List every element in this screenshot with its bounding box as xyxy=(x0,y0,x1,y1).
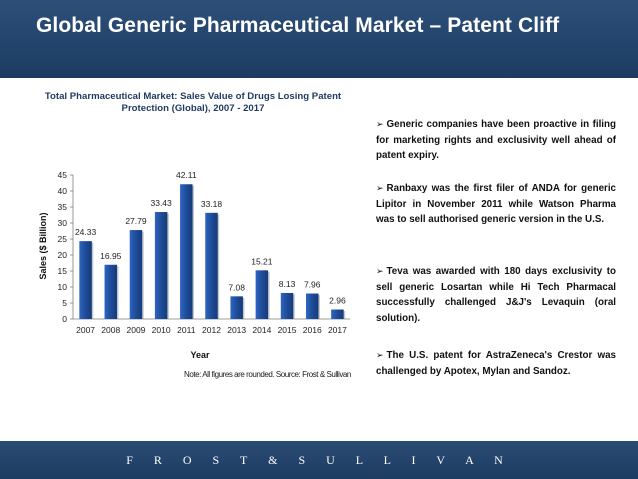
x-axis-title: Year xyxy=(190,350,210,360)
bar-2008 xyxy=(104,264,118,319)
x-tick-label: 2013 xyxy=(227,325,246,335)
chart-note: Note: All figures are rounded. Source: F… xyxy=(184,370,351,379)
y-axis-title: Sales ($ Billion) xyxy=(38,212,48,279)
x-tick-label: 2011 xyxy=(177,325,196,335)
data-label: 2.96 xyxy=(329,296,346,306)
bar-2012 xyxy=(205,212,218,319)
x-tick-label: 2016 xyxy=(303,325,322,335)
x-tick-label: 2008 xyxy=(101,325,120,335)
x-tick-label: 2014 xyxy=(252,325,271,335)
x-tick-label: 2007 xyxy=(76,325,95,335)
x-tick-label: 2012 xyxy=(202,325,221,335)
bar-2009 xyxy=(129,230,143,319)
y-tick-label: 25 xyxy=(58,234,68,244)
bar-2010 xyxy=(154,212,168,319)
data-label: 7.08 xyxy=(228,282,245,292)
y-tick-label: 0 xyxy=(62,314,67,324)
chart-title: Total Pharmaceutical Market: Sales Value… xyxy=(28,91,358,115)
bullet-text: Teva was awarded with 180 days exclusivi… xyxy=(376,266,616,324)
bullet-text: The U.S. patent for AstraZeneca's Cresto… xyxy=(376,350,616,377)
bullet-text: Generic companies have been proactive in… xyxy=(376,119,616,162)
header-bar: Global Generic Pharmaceutical Market – P… xyxy=(0,0,638,78)
data-label: 33.18 xyxy=(201,199,223,209)
chart-title-line-1: Total Pharmaceutical Market: Sales Value… xyxy=(44,91,342,102)
bullet-item-2: ➢ Ranbaxy was the first filer of ANDA for… xyxy=(376,181,616,228)
bar-2011 xyxy=(180,184,193,319)
bar-2007 xyxy=(79,241,92,319)
y-tick-label: 35 xyxy=(58,202,68,212)
arrow-bullet-icon: ➢ xyxy=(376,119,384,129)
bullet-item-3: ➢ Teva was awarded with 180 days exclusiv… xyxy=(376,264,616,326)
data-label: 33.43 xyxy=(150,198,172,208)
x-tick-label: 2009 xyxy=(126,325,145,335)
x-tick-label: 2010 xyxy=(152,325,171,335)
y-tick-label: 5 xyxy=(62,298,67,308)
y-tick-label: 40 xyxy=(58,186,68,196)
y-tick-label: 10 xyxy=(58,282,68,292)
bar-2017 xyxy=(331,309,344,319)
data-label: 24.33 xyxy=(75,227,97,237)
data-label: 7.96 xyxy=(304,280,321,290)
data-label: 15.21 xyxy=(251,256,273,266)
data-label: 42.11 xyxy=(176,170,197,180)
y-tick-label: 45 xyxy=(58,170,68,180)
footer-bar xyxy=(0,441,638,479)
bar-2016 xyxy=(305,293,319,319)
footer-brand-logo: F R O S T & S U L L I V A N xyxy=(126,453,512,467)
x-tick-label: 2015 xyxy=(278,325,297,335)
data-label: 16.95 xyxy=(100,251,122,261)
x-tick-label: 2017 xyxy=(328,325,347,335)
bullet-item-4: ➢ The U.S. patent for AstraZeneca's Crest… xyxy=(376,348,616,379)
y-tick-label: 20 xyxy=(58,250,68,260)
arrow-bullet-icon: ➢ xyxy=(376,183,384,193)
data-label: 27.79 xyxy=(125,216,147,226)
arrow-bullet-icon: ➢ xyxy=(376,350,384,360)
data-label: 8.13 xyxy=(279,279,296,289)
bullet-text: Ranbaxy was the first filer of ANDA for … xyxy=(376,183,616,226)
arrow-bullet-icon: ➢ xyxy=(376,266,384,276)
bar-2013 xyxy=(230,296,243,319)
bullet-item-1: ➢ Generic companies have been proactive i… xyxy=(376,117,616,164)
page-title: Global Generic Pharmaceutical Market – P… xyxy=(36,14,560,37)
chart-title-line-2: Protection (Global), 2007 - 2017 xyxy=(121,103,265,114)
bar-2015 xyxy=(280,292,294,319)
bar-2014 xyxy=(255,270,269,319)
y-tick-label: 15 xyxy=(58,266,68,276)
y-tick-label: 30 xyxy=(58,218,68,228)
